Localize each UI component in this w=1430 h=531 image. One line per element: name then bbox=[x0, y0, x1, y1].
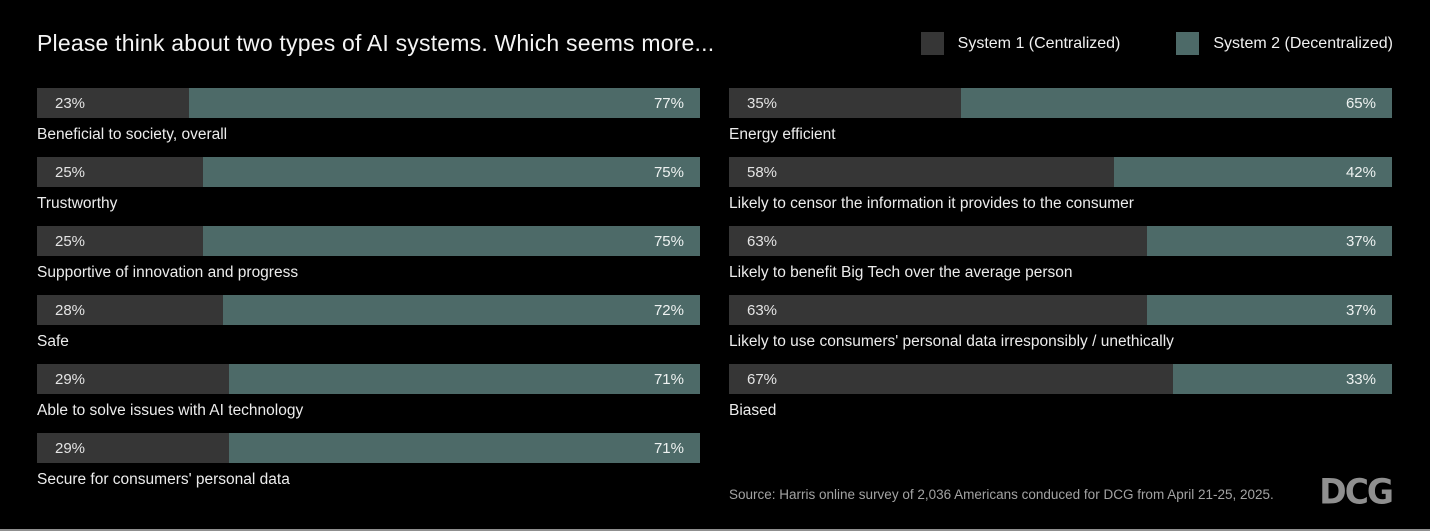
stacked-bar: 23% 77% bbox=[37, 88, 700, 118]
bar-row: 29% 71% Able to solve issues with AI techn… bbox=[37, 364, 700, 433]
system2-segment: 33% bbox=[1173, 364, 1392, 394]
chart-title: Please think about two types of AI syste… bbox=[37, 30, 715, 56]
system1-segment: 25% bbox=[37, 157, 203, 187]
system2-segment: 65% bbox=[961, 88, 1392, 118]
bar-row-label: Able to solve issues with AI technology bbox=[37, 402, 304, 419]
bar-row-label: Likely to censor the information it prov… bbox=[729, 195, 1134, 212]
system1-segment: 58% bbox=[729, 157, 1114, 187]
system1-segment: 25% bbox=[37, 226, 203, 256]
stacked-bar: 67% 33% bbox=[729, 364, 1392, 394]
bar-row: 67% 33% Biased bbox=[729, 364, 1392, 433]
bar-row: 58% 42% Likely to censor the information i… bbox=[729, 157, 1392, 226]
bar-column-right: 35% 65% Energy efficient 58% 42% Likely to ce… bbox=[729, 88, 1394, 512]
bar-row-label: Likely to benefit Big Tech over the aver… bbox=[729, 264, 1073, 281]
stacked-bar: 35% 65% bbox=[729, 88, 1392, 118]
system1-segment: 63% bbox=[729, 226, 1147, 256]
bar-row-label: Supportive of innovation and progress bbox=[37, 264, 299, 281]
bar-row: 23% 77% Beneficial to society, overall bbox=[37, 88, 700, 157]
stacked-bar: 29% 71% bbox=[37, 433, 700, 463]
legend-label-system1: System 1 (Centralized) bbox=[957, 34, 1121, 52]
system1-segment: 23% bbox=[37, 88, 190, 118]
chart-header: Please think about two types of AI syste… bbox=[37, 30, 1393, 57]
bar-row: 25% 75% Supportive of innovation and progr… bbox=[37, 226, 700, 295]
stacked-bar: 63% 37% bbox=[729, 226, 1392, 256]
bar-columns: 23% 77% Beneficial to society, overall 25% 7… bbox=[37, 88, 1394, 512]
system2-segment: 77% bbox=[189, 88, 700, 118]
stacked-bar: 28% 72% bbox=[37, 295, 700, 325]
chart-legend: System 1 (Centralized) System 2 (Decentr… bbox=[920, 32, 1393, 55]
bar-row: 63% 37% Likely to use consumers' personal … bbox=[729, 295, 1392, 364]
bar-row: 25% 75% Trustworthy bbox=[37, 157, 700, 226]
system2-segment: 72% bbox=[222, 295, 700, 325]
dcg-logo: DCG bbox=[1319, 471, 1394, 512]
legend-item-system1: System 1 (Centralized) bbox=[920, 32, 1121, 55]
system1-segment: 29% bbox=[37, 433, 230, 463]
bar-row-label: Safe bbox=[37, 333, 69, 350]
stacked-bar: 25% 75% bbox=[37, 226, 700, 256]
bar-row-label: Likely to use consumers' personal data i… bbox=[729, 333, 1174, 350]
bar-row-label: Energy efficient bbox=[729, 126, 836, 143]
bar-row: 29% 71% Secure for consumers' personal dat… bbox=[37, 433, 700, 502]
bar-row-label: Beneficial to society, overall bbox=[37, 126, 228, 143]
system1-segment: 63% bbox=[729, 295, 1147, 325]
source-note: Source: Harris online survey of 2,036 Am… bbox=[729, 487, 1274, 502]
system2-segment: 37% bbox=[1146, 226, 1392, 256]
system1-color-swatch bbox=[920, 32, 944, 55]
system2-segment: 75% bbox=[202, 157, 700, 187]
bar-row-label: Secure for consumers' personal data bbox=[37, 471, 290, 488]
system2-color-swatch bbox=[1176, 32, 1200, 55]
legend-item-system2: System 2 (Decentralized) bbox=[1176, 32, 1393, 55]
stacked-bar: 63% 37% bbox=[729, 295, 1392, 325]
system2-segment: 71% bbox=[229, 364, 700, 394]
legend-label-system2: System 2 (Decentralized) bbox=[1213, 34, 1393, 52]
system1-segment: 28% bbox=[37, 295, 223, 325]
stacked-bar: 58% 42% bbox=[729, 157, 1392, 187]
system2-segment: 42% bbox=[1113, 157, 1392, 187]
system1-segment: 29% bbox=[37, 364, 230, 394]
bar-column-left: 23% 77% Beneficial to society, overall 25% 7… bbox=[37, 88, 700, 508]
bar-row: 28% 72% Safe bbox=[37, 295, 700, 364]
bar-row-label: Biased bbox=[729, 402, 777, 419]
stacked-bar: 29% 71% bbox=[37, 364, 700, 394]
stacked-bar: 25% 75% bbox=[37, 157, 700, 187]
system1-segment: 67% bbox=[729, 364, 1174, 394]
bottom-edge-line bbox=[0, 529, 1430, 531]
bar-row-label: Trustworthy bbox=[37, 195, 118, 212]
system2-segment: 75% bbox=[202, 226, 700, 256]
system2-segment: 71% bbox=[229, 433, 700, 463]
bar-row: 35% 65% Energy efficient bbox=[729, 88, 1392, 157]
system1-segment: 35% bbox=[729, 88, 962, 118]
chart-footer: Source: Harris online survey of 2,036 Am… bbox=[729, 471, 1394, 512]
bar-row: 63% 37% Likely to benefit Big Tech over th… bbox=[729, 226, 1392, 295]
system2-segment: 37% bbox=[1146, 295, 1392, 325]
